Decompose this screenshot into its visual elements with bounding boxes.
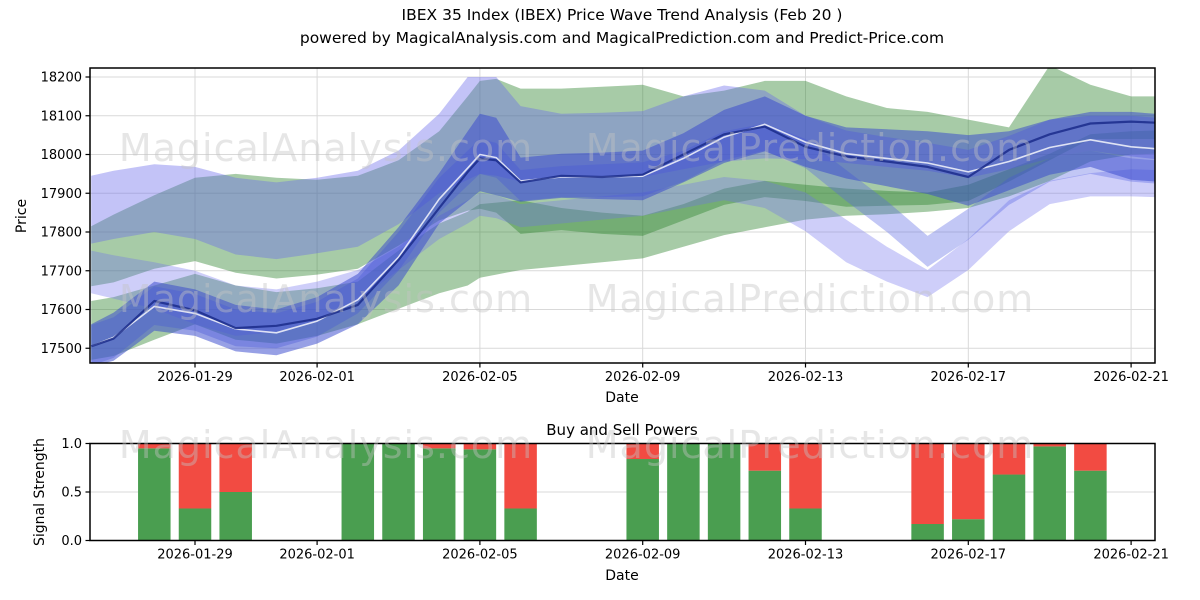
signal-x-tick-label: 2026-02-13 [768, 548, 844, 563]
price-line [90, 120, 1155, 348]
signal-x-tick-label: 2026-01-29 [157, 548, 233, 563]
sell-bar-segment [504, 443, 537, 509]
buy-bar-segment [1074, 470, 1107, 541]
price-y-tick-label: 18000 [41, 148, 82, 163]
buy-bar-segment [952, 519, 985, 541]
signal-y-tick-label: 1.0 [61, 437, 82, 452]
price-x-tick-label: 2026-02-05 [442, 370, 518, 385]
signal-x-tick-label: 2026-02-09 [605, 548, 681, 563]
buy-bar-segment [422, 448, 456, 541]
sell-bar-segment [626, 443, 659, 460]
signal-y-tick-label: 0.0 [61, 534, 82, 549]
figure-title: IBEX 35 Index (IBEX) Price Wave Trend An… [401, 6, 843, 24]
signal-y-tick-label: 0.5 [61, 486, 82, 501]
date-axis-label-top: Date [605, 390, 639, 406]
buy-bar-segment [748, 470, 782, 541]
signal-chart-axes: 0.0 0.5 1.0 2026-01-29 2026-02-01 2026-02-05 2… [61, 437, 1169, 563]
price-axis-label: Price [14, 198, 30, 234]
buy-bar-segment [463, 449, 497, 541]
date-axis-label-bottom: Date [605, 568, 639, 584]
sell-bar-segment [463, 443, 497, 450]
buy-bar-segment [382, 443, 415, 541]
figure-subtitle: powered by MagicalAnalysis.com and Magic… [299, 29, 945, 47]
price-y-tick-label: 17900 [41, 187, 82, 202]
price-x-tick-label: 2026-02-01 [279, 370, 355, 385]
signal-chart-title: Buy and Sell Powers [546, 421, 698, 439]
buy-bar-segment [992, 474, 1026, 541]
buy-bar-segment [1033, 446, 1066, 541]
wave-band-core [91, 96, 1155, 363]
sell-bar-segment [992, 443, 1026, 475]
sell-bar-segment [219, 443, 252, 492]
sell-bar-segment [748, 443, 782, 471]
buy-bar-segment [707, 443, 741, 541]
sell-bar-segment [138, 443, 171, 449]
sell-bar-segment [178, 443, 212, 509]
price-y-tick-label: 18200 [41, 71, 82, 86]
signal-x-tick-label: 2026-02-17 [931, 548, 1007, 563]
price-y-tick-label: 17700 [41, 264, 82, 279]
sell-bar-segment [789, 443, 822, 509]
price-x-tick-label: 2026-02-17 [931, 370, 1007, 385]
price-y-tick-label: 18100 [41, 109, 82, 124]
buy-bar-segment [911, 524, 944, 541]
sell-bar-segment [422, 443, 456, 449]
price-x-tick-label: 2026-02-13 [768, 370, 844, 385]
price-x-tick-label: 2026-01-29 [157, 370, 233, 385]
sell-bar-segment [911, 443, 944, 525]
sell-bar-segment [1033, 443, 1066, 447]
price-x-tick-label: 2026-02-09 [605, 370, 681, 385]
buy-bar-segment [341, 443, 375, 541]
sell-bar-segment [1074, 443, 1107, 471]
signal-strength-axis-label: Signal Strength [32, 437, 48, 547]
price-y-tick-label: 17800 [41, 226, 82, 241]
buy-sell-bars [138, 443, 1107, 541]
signal-x-tick-label: 2026-02-01 [279, 548, 355, 563]
price-y-tick-label: 17600 [41, 303, 82, 318]
price-wave-bands [90, 68, 1155, 363]
price-x-tick-label: 2026-02-21 [1093, 370, 1169, 385]
buy-bar-segment [667, 443, 700, 541]
buy-bar-segment [138, 448, 171, 541]
buy-bar-segment [178, 508, 212, 541]
buy-bar-segment [789, 508, 822, 541]
price-chart-axes: 17500 17600 17700 17800 17900 18000 18100 18200… [41, 67, 1169, 385]
buy-bar-segment [504, 508, 537, 541]
buy-bar-segment [219, 492, 252, 541]
signal-x-tick-label: 2026-02-05 [442, 548, 518, 563]
signal-x-tick-label: 2026-02-21 [1093, 548, 1169, 563]
buy-bar-segment [626, 459, 659, 541]
price-y-tick-label: 17500 [41, 342, 82, 357]
sell-bar-segment [952, 443, 985, 520]
